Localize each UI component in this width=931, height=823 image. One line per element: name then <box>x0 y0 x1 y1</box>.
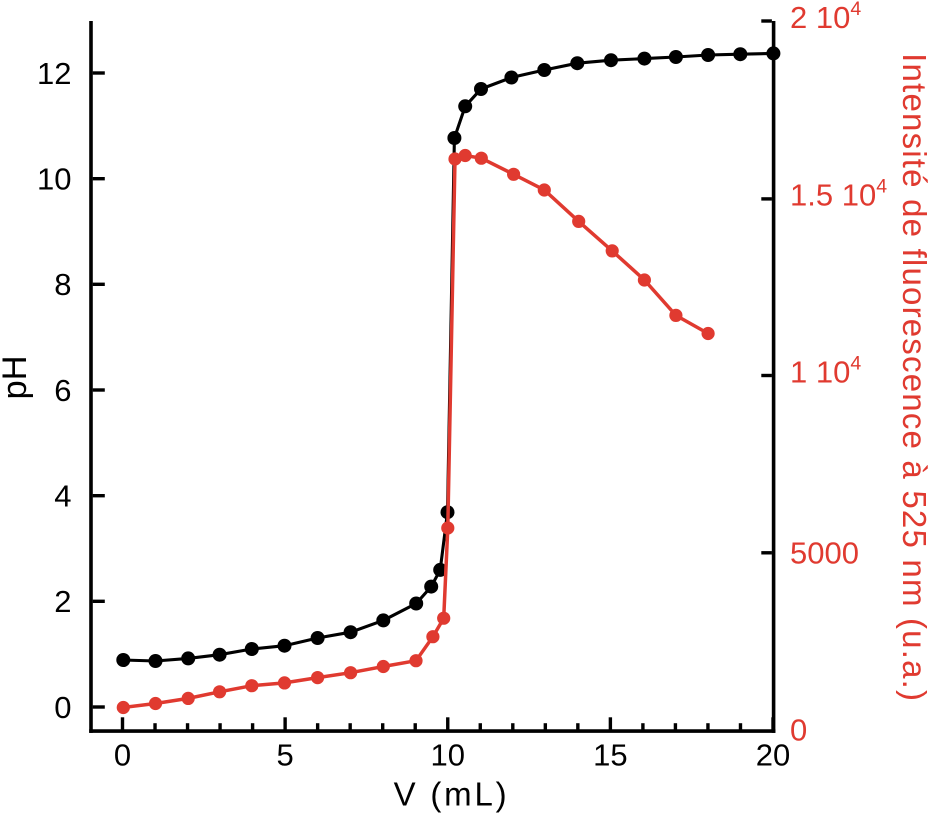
svg-text:5000: 5000 <box>790 536 859 571</box>
svg-text:Intensité de fluorescence à 52: Intensité de fluorescence à 525 nm (u.a.… <box>896 53 931 702</box>
svg-text:10: 10 <box>431 738 465 773</box>
svg-text:1.5 104: 1.5 104 <box>790 176 887 213</box>
svg-text:V (mL): V (mL) <box>394 776 510 813</box>
svg-text:5: 5 <box>276 738 293 773</box>
svg-text:2: 2 <box>54 584 71 619</box>
svg-text:0: 0 <box>54 690 71 725</box>
svg-text:20: 20 <box>756 738 790 773</box>
svg-text:2 104: 2 104 <box>790 0 861 35</box>
svg-text:12: 12 <box>37 56 71 91</box>
svg-text:4: 4 <box>54 479 71 514</box>
svg-text:6: 6 <box>54 373 71 408</box>
svg-text:10: 10 <box>37 162 71 197</box>
svg-text:0: 0 <box>790 712 807 747</box>
svg-text:1 104: 1 104 <box>790 352 861 389</box>
svg-text:8: 8 <box>54 267 71 302</box>
svg-text:pH: pH <box>0 355 34 399</box>
svg-text:15: 15 <box>593 738 627 773</box>
svg-text:0: 0 <box>114 738 131 773</box>
